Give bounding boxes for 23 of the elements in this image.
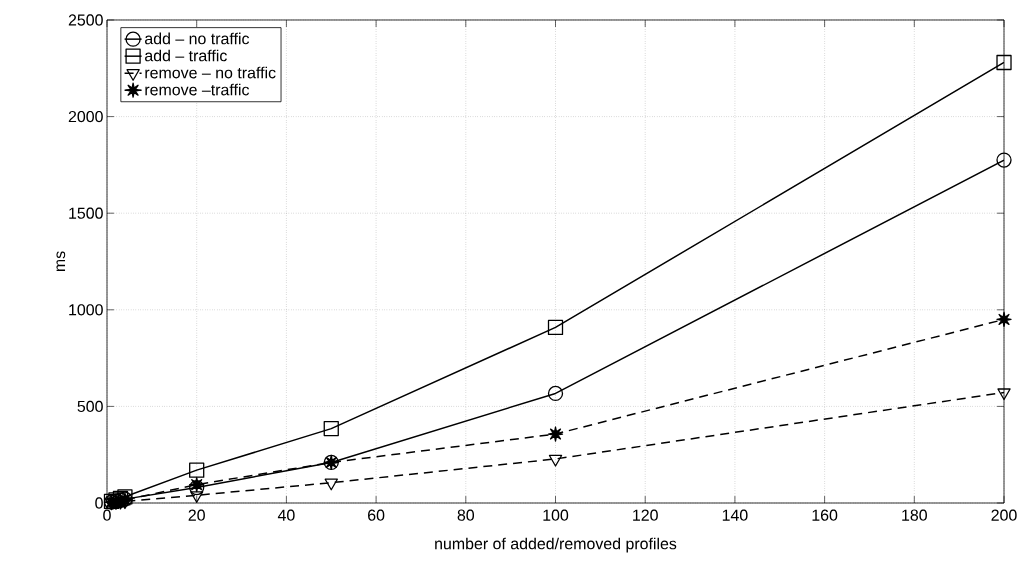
y-tick-label: 0	[95, 497, 103, 509]
legend-label: remove – no traffic	[145, 66, 276, 79]
legend-label: add – traffic	[145, 49, 227, 62]
x-tick-label: 160	[812, 509, 838, 521]
legend-label: add – no traffic	[145, 32, 250, 45]
x-tick-label: 40	[277, 509, 295, 521]
x-tick-label: 60	[368, 509, 385, 521]
x-tick-label: 120	[633, 509, 658, 521]
x-tick-label: 200	[991, 509, 1017, 521]
x-tick-label: 140	[722, 509, 748, 521]
y-tick-label: 2500	[68, 14, 103, 26]
x-tick-label: 80	[457, 509, 475, 521]
y-tick-label: 1500	[69, 207, 103, 219]
x-tick-label: 20	[188, 509, 205, 521]
y-tick-label: 2000	[68, 110, 103, 123]
x-tick-label: 100	[543, 509, 569, 521]
y-axis-title: ms	[56, 251, 66, 272]
y-tick-label: 500	[77, 400, 103, 413]
x-tick-label: 180	[902, 509, 927, 521]
x-tick-label: 0	[103, 509, 111, 521]
legend-label: remove –traffic	[145, 83, 250, 96]
y-tick-label: 1000	[69, 304, 103, 316]
x-axis-title: number of added/removed profiles	[435, 537, 677, 553]
